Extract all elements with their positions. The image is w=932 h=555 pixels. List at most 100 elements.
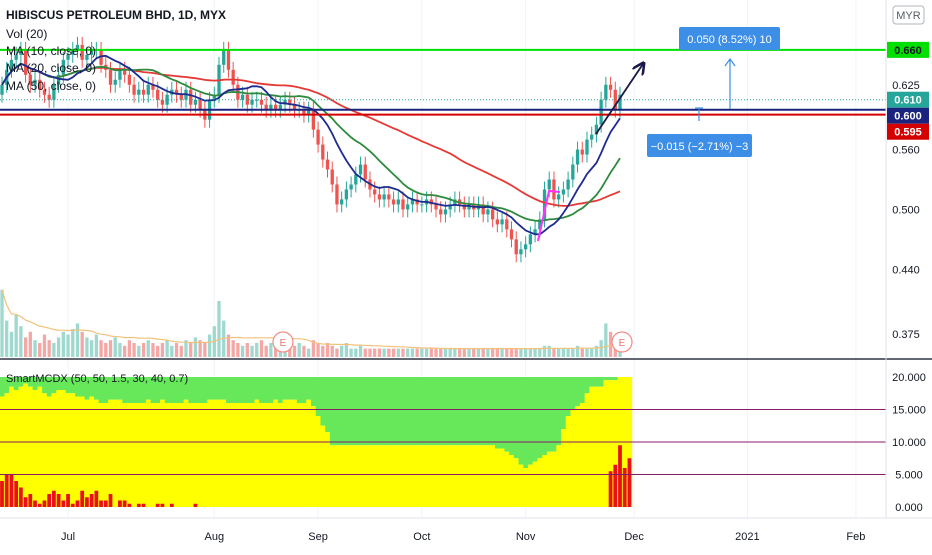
mcdx-red-bar (28, 494, 33, 507)
mcdx-yellow-bar (301, 403, 307, 507)
volume-bar (9, 331, 14, 357)
volume-bar (349, 348, 353, 357)
mcdx-red-bar (18, 487, 23, 507)
candle (288, 99, 292, 105)
candle (566, 179, 570, 190)
mcdx-green-bar (504, 377, 510, 452)
candle (406, 204, 410, 210)
candle (222, 49, 226, 65)
volume-bar (528, 348, 533, 357)
candle (14, 54, 18, 60)
volume-bar (590, 348, 594, 357)
indicator-vol[interactable]: Vol (20) (6, 27, 47, 41)
mcdx-green-bar (268, 377, 274, 403)
volume-bar (179, 345, 183, 357)
volume-bar (533, 348, 537, 357)
mcdx-red-bar (61, 500, 66, 507)
volume-bar (382, 348, 386, 357)
mcdx-yellow-bar (244, 403, 251, 507)
mcdx-green-bar (480, 377, 486, 446)
mcdx-green-bar (244, 377, 251, 403)
volume-bar (340, 345, 344, 357)
volume-bar (306, 348, 311, 357)
support-blue-price-tag-label: 0.600 (894, 111, 922, 123)
mcdx-green-bar (471, 377, 477, 446)
candle (123, 69, 127, 75)
candle (505, 219, 509, 230)
mcdx-yellow-bar (259, 403, 265, 507)
volume-bar (80, 331, 84, 357)
support-red-price-tag (887, 123, 929, 140)
mcdx-yellow-bar (339, 445, 345, 507)
mcdx-green-bar (56, 377, 62, 390)
volume-bar (472, 348, 476, 357)
mcdx-red-bar (613, 464, 618, 507)
mcdx-green-bar (32, 377, 38, 390)
volume-bar (94, 334, 99, 357)
candle (52, 84, 56, 100)
mcdx-yellow-bar (188, 403, 194, 507)
mcdx-label[interactable]: SmartMCDX (50, 50, 1.5, 30, 40, 0.7) (6, 373, 188, 385)
volume-bar (269, 343, 273, 357)
time-axis-label: Oct (413, 531, 430, 543)
volume-bar (250, 345, 254, 357)
mcdx-yellow-bar (221, 399, 227, 507)
volume-bar (19, 326, 23, 357)
mcdx-green-bar (561, 377, 567, 429)
indicator-ma10[interactable]: MA (10, close, 0) (6, 44, 96, 58)
mcdx-green-bar (329, 377, 335, 446)
volume-bar (316, 343, 320, 357)
mcdx-green-bar (273, 377, 279, 400)
mcdx-green-bar (150, 377, 156, 403)
earnings-marker-label: E (619, 338, 626, 349)
volume-bar (217, 301, 221, 357)
mcdx-yellow-bar (344, 445, 350, 507)
candle (325, 159, 330, 170)
mcdx-green-bar (4, 377, 10, 394)
mcdx-green-bar (98, 377, 104, 403)
currency-badge[interactable] (892, 5, 925, 25)
mcdx-green-bar (178, 377, 185, 403)
mcdx-yellow-bar (532, 461, 538, 507)
candle (420, 204, 424, 206)
mcdx-green-bar (433, 377, 439, 446)
earnings-marker[interactable] (272, 331, 294, 353)
candle (401, 199, 405, 210)
mcdx-yellow-bar (249, 403, 255, 507)
earnings-marker[interactable] (611, 331, 633, 353)
mcdx-yellow-bar (27, 386, 34, 507)
mcdx-green-bar (400, 377, 406, 446)
volume-bar (401, 348, 405, 357)
candle (302, 109, 306, 115)
indicator-ma50[interactable]: MA (50, close, 0) (6, 79, 96, 93)
mcdx-red-bar (99, 500, 103, 507)
volume-bar (231, 340, 235, 357)
volume-bar (236, 343, 240, 357)
volume-bar (28, 331, 32, 357)
candle (608, 84, 613, 90)
mcdx-green-bar (277, 377, 284, 403)
candle (599, 99, 603, 125)
volume-bar (439, 348, 443, 357)
mcdx-yellow-bar (575, 406, 581, 507)
candle (396, 199, 400, 205)
indicator-ma20[interactable]: MA (20, close, 0) (6, 61, 96, 75)
mcdx-yellow-bar (509, 455, 515, 507)
mcdx-yellow-bar (565, 416, 571, 507)
mcdx-green-bar (79, 377, 85, 397)
mcdx-yellow-bar (268, 403, 274, 507)
mcdx-red-bar (108, 494, 113, 507)
time-grid (67, 0, 857, 518)
volume-bar (519, 348, 523, 357)
mcdx-green-bar (145, 377, 152, 400)
candle (344, 189, 349, 200)
mcdx-green-bar (395, 377, 402, 446)
volume-bar (61, 331, 65, 357)
candle (321, 144, 325, 160)
candle (552, 179, 556, 200)
mcdx-yellow-bar (334, 445, 340, 507)
candle (594, 124, 599, 135)
mcdx-green-bar (311, 377, 317, 407)
candle (42, 89, 47, 95)
